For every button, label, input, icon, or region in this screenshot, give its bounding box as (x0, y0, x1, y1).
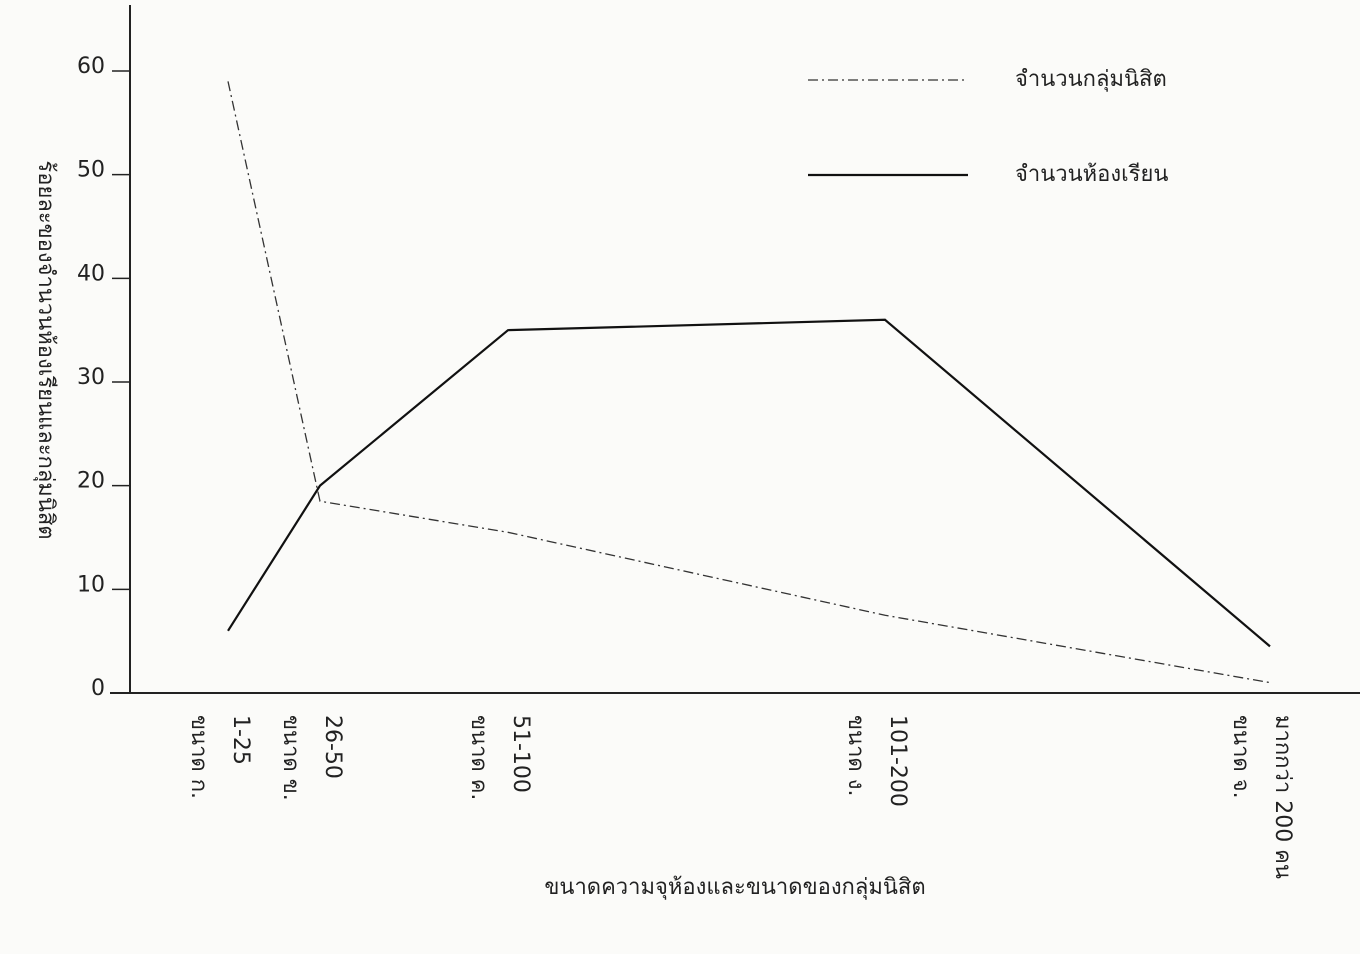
y-axis-title: ร้อยละของจำนวนห้องเรียนและกลุ่มนิสิต (33, 160, 58, 539)
x-tick-sublabel: มากกว่า 200 คน (1270, 715, 1295, 879)
x-tick-label: ขนาด ก. (186, 715, 211, 799)
series-line (228, 320, 1270, 647)
legend-label: จำนวนห้องเรียน (1015, 162, 1168, 187)
y-tick-label: 60 (77, 54, 105, 79)
y-tick-label: 50 (77, 158, 105, 183)
x-axis-title: ขนาดความจุห้องและขนาดของกลุ่มนิสิต (544, 875, 925, 900)
y-tick-label: 40 (77, 261, 105, 286)
x-tick-label: ขนาด จ. (1228, 715, 1253, 799)
x-tick-label: ขนาด ค. (466, 715, 491, 800)
x-tick-sublabel: 26-50 (320, 715, 345, 779)
legend-label: จำนวนกลุ่มนิสิต (1015, 67, 1167, 92)
x-tick-label: ขนาด ง. (843, 715, 868, 796)
y-tick-label: 20 (77, 469, 105, 494)
chart: ร้อยละของจำนวนห้องเรียนและกลุ่มนิสิต ขนา… (0, 0, 1360, 954)
y-tick-label: 10 (77, 572, 105, 597)
x-tick-sublabel: 1-25 (228, 715, 253, 765)
x-tick-sublabel: 101-200 (885, 715, 910, 807)
x-tick-label: ขนาด ข. (278, 715, 303, 801)
y-tick-label: 30 (77, 365, 105, 390)
x-tick-sublabel: 51-100 (508, 715, 533, 793)
y-tick-label: 0 (91, 676, 105, 701)
